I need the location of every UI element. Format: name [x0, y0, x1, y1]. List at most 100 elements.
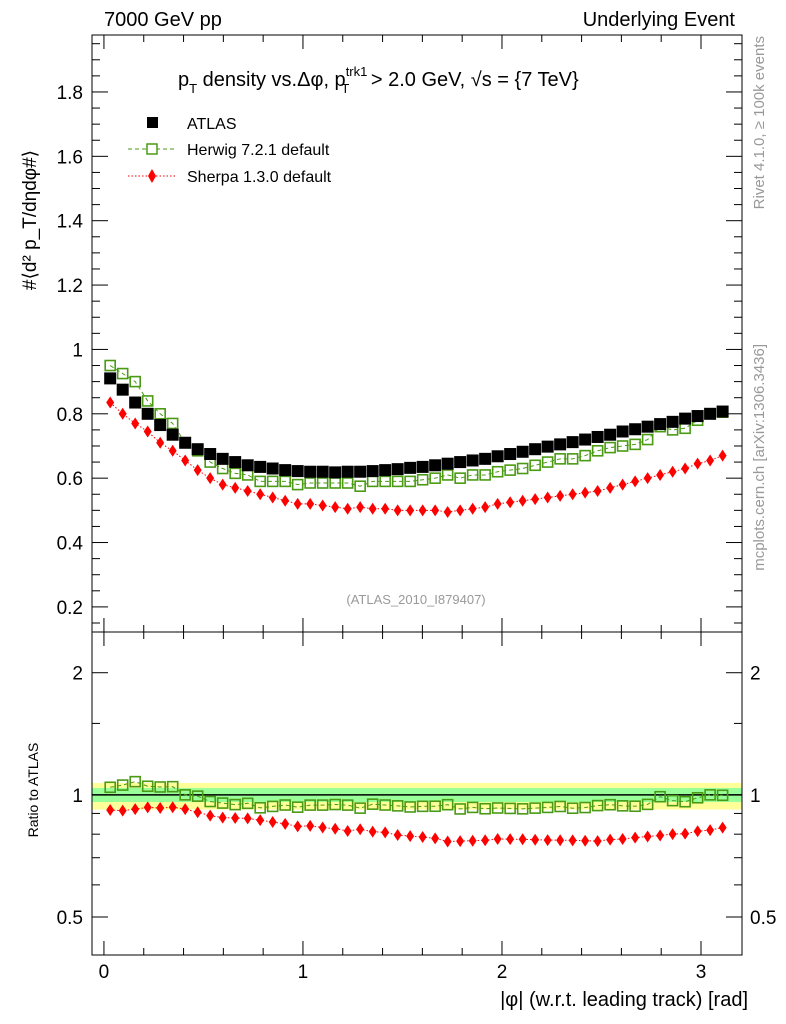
ratio-bands	[92, 782, 742, 810]
herwig-point	[466, 469, 479, 481]
atlas-point	[616, 425, 629, 438]
y-tick-label: 0.4	[57, 534, 84, 555]
legend: ATLAS Herwig 7.2.1 default Sherpa 1.3.0 …	[128, 116, 332, 186]
sherpa-point	[406, 504, 415, 517]
herwig-point	[166, 417, 179, 430]
herwig-ratio-point	[641, 798, 654, 811]
herwig-point	[504, 464, 516, 476]
sherpa-ratio-point	[131, 803, 140, 816]
data-marks	[104, 359, 729, 848]
herwig-point	[254, 475, 266, 488]
sherpa-point	[318, 499, 327, 512]
sherpa-ratio-point	[468, 834, 477, 847]
herwig-ratio-point	[141, 780, 154, 793]
sherpa-ratio-point	[256, 814, 265, 827]
atlas-point	[479, 452, 492, 465]
sherpa-ratio-point	[218, 811, 227, 824]
sherpa-point	[193, 464, 202, 477]
herwig-point	[341, 477, 354, 489]
atlas-point	[116, 383, 129, 396]
sherpa-point	[618, 478, 627, 491]
herwig-point	[291, 478, 304, 491]
sherpa-point	[381, 502, 390, 515]
sherpa-point	[718, 449, 727, 462]
sherpa-point	[706, 454, 715, 467]
atlas-point	[179, 436, 192, 449]
sherpa-ratio-point	[668, 828, 677, 841]
atlas-point	[666, 415, 679, 428]
herwig-ratio-point	[566, 802, 579, 815]
sherpa-point	[331, 501, 340, 514]
atlas-point	[341, 465, 354, 478]
atlas-point	[529, 443, 542, 456]
herwig-point	[304, 477, 316, 489]
herwig-ratio-point	[116, 779, 129, 791]
plot-title: pT density vs.Δφ, ptrk1 T > 2.0 GeV, √s =…	[178, 64, 579, 96]
ratio-y-tick-label-right: 2	[750, 664, 761, 685]
sherpa-point	[593, 485, 602, 498]
herwig-ratio-point	[479, 802, 491, 815]
herwig-point	[529, 459, 541, 472]
herwig-ratio-point	[191, 790, 204, 802]
y-tick-label: 0.8	[57, 405, 83, 426]
sherpa-point	[281, 494, 290, 507]
atlas-point	[466, 454, 479, 467]
sherpa-point	[431, 504, 440, 517]
herwig-ratio-point	[329, 798, 341, 811]
herwig-ratio-point	[491, 802, 504, 814]
sherpa-ratio-point	[193, 806, 202, 819]
sherpa-ratio-point	[681, 827, 690, 840]
herwig-ratio-line	[110, 781, 723, 810]
sherpa-point	[668, 465, 677, 478]
herwig-point	[429, 472, 441, 484]
sherpa-point	[693, 457, 702, 470]
herwig-ratio-point	[379, 799, 391, 811]
sherpa-ratio-point	[368, 825, 377, 838]
herwig-point	[279, 475, 291, 488]
herwig-point	[516, 462, 529, 475]
atlas-point	[691, 410, 704, 423]
herwig-ratio-point	[279, 799, 291, 811]
sherpa-point	[156, 436, 165, 449]
atlas-point	[141, 407, 154, 420]
sherpa-point	[268, 491, 277, 504]
herwig-ratio-point	[441, 798, 454, 811]
sherpa-ratio-point	[531, 833, 540, 846]
sherpa-ratio-point	[118, 804, 127, 817]
sherpa-ratio-point	[268, 816, 277, 829]
sherpa-point	[456, 504, 465, 517]
herwig-point	[391, 475, 404, 488]
y-axis-label: #⟨d² p_T/dηdφ#⟩	[20, 150, 41, 290]
herwig-point	[579, 449, 591, 462]
sherpa-ratio-point	[481, 834, 490, 847]
sherpa-point	[493, 497, 502, 510]
sherpa-point	[118, 407, 127, 420]
atlas-point	[129, 396, 142, 409]
atlas-point	[379, 464, 392, 477]
x-tick-label: 2	[497, 962, 508, 983]
sherpa-ratio-point	[231, 812, 240, 825]
herwig-point	[641, 433, 654, 446]
sherpa-ratio-point	[718, 821, 727, 834]
atlas-point	[304, 465, 317, 478]
rivet-label: Rivet 4.1.0, ≥ 100k events	[751, 36, 768, 209]
sherpa-ratio-point	[418, 830, 427, 843]
y-tick-label: 0.6	[57, 469, 83, 490]
y-tick-label: 1	[72, 340, 83, 361]
atlas-point	[441, 457, 454, 470]
axis-ticks: 0 1 2 3 0.2 0.4 0.6 0.8 1 1.2 1.4 1.6 1.8 0.5 0.5 1 1 2 2	[57, 35, 776, 983]
herwig-ratio-point	[554, 800, 566, 813]
atlas-point	[204, 448, 217, 461]
x-tick-label: 0	[99, 962, 110, 983]
sherpa-point	[181, 454, 190, 467]
sherpa-ratio-point	[318, 821, 327, 834]
atlas-point	[254, 460, 267, 473]
herwig-ratio-point	[516, 803, 529, 815]
atlas-point	[291, 465, 304, 478]
sherpa-ratio-point	[156, 802, 165, 815]
herwig-ratio-point	[129, 775, 141, 788]
sherpa-ratio-point	[618, 832, 627, 845]
sherpa-ratio-point	[543, 834, 552, 847]
herwig-point	[316, 477, 329, 489]
sherpa-ratio-point	[281, 817, 290, 830]
